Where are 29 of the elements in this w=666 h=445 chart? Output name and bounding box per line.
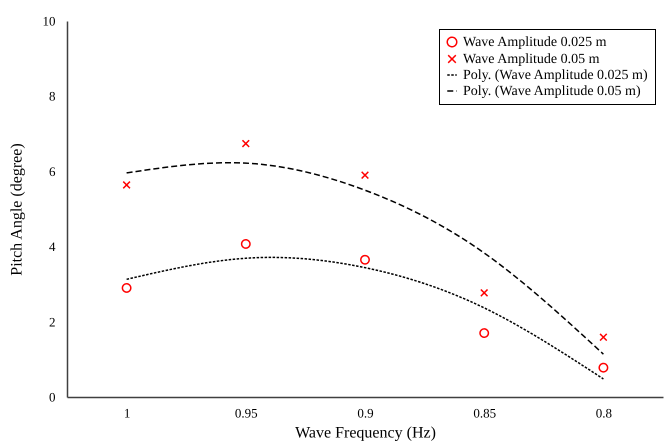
x-tick-label: 0.8 — [596, 406, 612, 420]
y-tick-label: 0 — [49, 390, 56, 404]
y-tick-label: 4 — [49, 239, 56, 254]
legend-label: Poly. (Wave Amplitude 0.05 m) — [463, 84, 641, 99]
x-tick-label: 0.85 — [473, 406, 496, 420]
point — [479, 328, 490, 338]
point — [122, 283, 132, 293]
y-axis-title: Pitch Angle (degree) — [8, 143, 26, 276]
y-tick-label: 6 — [49, 164, 56, 179]
x-axis-title: Wave Frequency (Hz) — [295, 424, 436, 442]
point — [598, 362, 608, 373]
x-tick-label: 0.95 — [234, 406, 258, 420]
point — [240, 239, 251, 249]
point — [122, 180, 131, 190]
legend-label: Wave Amplitude 0.025 m — [463, 35, 607, 50]
line-series — [126, 256, 604, 380]
x-tick-label: 0.9 — [357, 406, 374, 420]
x-tick-label: 1 — [124, 406, 130, 420]
legend-label: Poly. (Wave Amplitude 0.025 m) — [463, 68, 648, 83]
point — [360, 254, 370, 265]
y-tick-label: 10 — [42, 14, 56, 28]
point — [360, 171, 370, 180]
line-series — [126, 162, 604, 355]
y-tick-label: 8 — [49, 88, 56, 104]
point — [480, 288, 488, 297]
point — [599, 333, 608, 342]
legend-label: Wave Amplitude 0.05 m — [463, 52, 600, 67]
y-tick-label: 2 — [49, 314, 56, 330]
point — [242, 139, 250, 148]
